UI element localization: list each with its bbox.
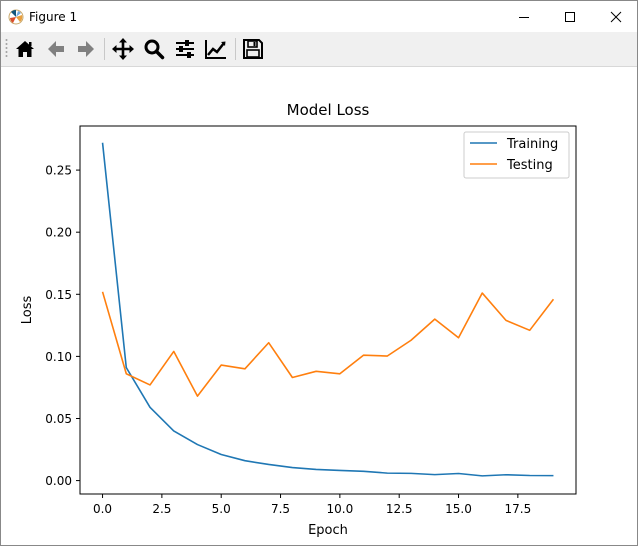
figure-canvas[interactable]: Model Loss 0.0 2.5 5.0 7.5 10.0 12.5 15.0 17.5 …	[1, 67, 637, 545]
y-tick-label: 0.10	[45, 350, 72, 364]
series-layer	[101, 142, 555, 477]
x-tick-label: 7.5	[271, 502, 290, 516]
legend-testing-label: Testing	[506, 158, 553, 173]
x-tick-label: 15.0	[445, 502, 472, 516]
configure-subplots-button[interactable]	[172, 36, 198, 62]
minimize-button[interactable]	[501, 1, 547, 32]
maximize-button[interactable]	[547, 1, 593, 32]
maximize-icon	[565, 11, 575, 22]
close-icon	[610, 11, 622, 22]
magnifier-icon	[144, 39, 165, 60]
title-bar[interactable]: Figure 1	[1, 1, 637, 32]
x-tick-label: 2.5	[152, 502, 171, 516]
y-axis: 0.00 0.05 0.10 0.15 0.20 0.25	[45, 164, 80, 488]
pan-button[interactable]	[110, 36, 136, 62]
legend: Training Testing	[463, 131, 570, 179]
floppy-disk-icon	[243, 39, 263, 59]
legend-training-label: Training	[506, 137, 558, 152]
sliders-icon	[176, 40, 194, 58]
x-axis: 0.0 2.5 5.0 7.5 10.0 12.5 15.0 17.5	[93, 494, 531, 516]
home-icon	[16, 41, 34, 57]
save-button[interactable]	[240, 36, 266, 62]
line-chart-icon	[205, 40, 226, 59]
x-axis-label: Epoch	[308, 523, 348, 538]
forward-button[interactable]	[73, 36, 99, 62]
loss-chart[interactable]: Model Loss 0.0 2.5 5.0 7.5 10.0 12.5 15.0 17.5 …	[1, 67, 637, 545]
navigation-toolbar	[1, 32, 637, 67]
matplotlib-icon	[8, 9, 24, 25]
home-button[interactable]	[12, 36, 38, 62]
minimize-icon	[519, 16, 529, 18]
plot-area	[79, 125, 577, 495]
zoom-button[interactable]	[141, 36, 167, 62]
series-line-testing	[101, 291, 555, 397]
chart-title: Model Loss	[287, 101, 370, 119]
toolbar-separator	[235, 38, 236, 60]
x-tick-label: 17.5	[504, 502, 531, 516]
y-tick-label: 0.20	[45, 226, 72, 240]
y-tick-label: 0.15	[45, 288, 72, 302]
x-tick-label: 0.0	[93, 502, 112, 516]
y-tick-label: 0.00	[45, 474, 72, 488]
window-title: Figure 1	[29, 10, 78, 24]
x-tick-label: 5.0	[212, 502, 231, 516]
y-tick-label: 0.25	[45, 164, 72, 178]
y-tick-label: 0.05	[45, 412, 72, 426]
arrow-right-icon	[78, 41, 94, 57]
toolbar-grip-icon	[5, 39, 8, 57]
x-tick-label: 10.0	[327, 502, 354, 516]
edit-axis-button[interactable]	[203, 36, 229, 62]
move-icon	[112, 38, 134, 60]
y-axis-label: Loss	[20, 296, 35, 325]
x-tick-label: 12.5	[386, 502, 413, 516]
back-button[interactable]	[43, 36, 69, 62]
arrow-left-icon	[48, 41, 64, 57]
toolbar-separator	[104, 38, 105, 60]
series-line-training	[101, 142, 554, 477]
close-button[interactable]	[593, 1, 638, 32]
